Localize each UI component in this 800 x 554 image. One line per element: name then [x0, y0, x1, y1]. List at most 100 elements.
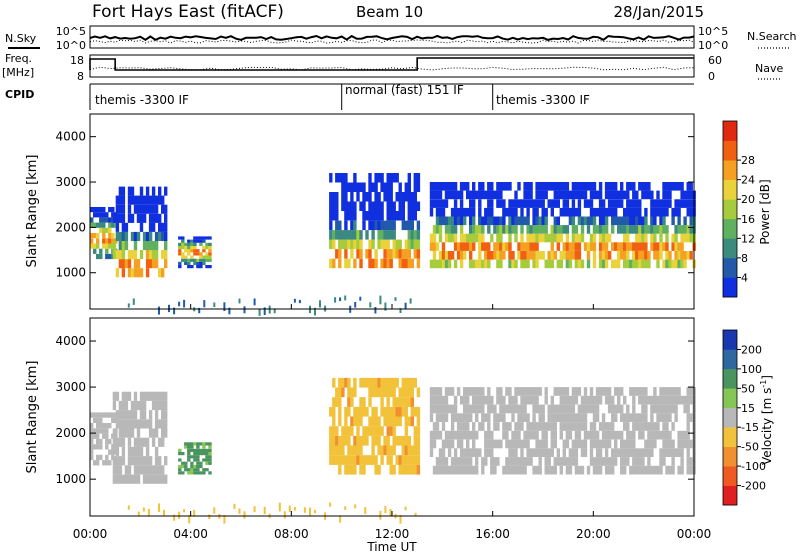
echo-cell: [565, 457, 570, 466]
colorbar-swatch: [723, 388, 737, 408]
echo-cell: [353, 211, 357, 221]
echo-cell: [344, 230, 348, 240]
echo-cell: [392, 211, 396, 221]
echo-cell: [99, 253, 103, 260]
echo-cell: [577, 233, 582, 243]
echo-cell: [538, 465, 542, 475]
echo-cell: [96, 238, 100, 244]
echo-cell: [626, 457, 630, 466]
echo-cell: [514, 190, 518, 200]
echo-cell: [202, 239, 206, 243]
echo-cell: [395, 397, 399, 407]
echo-cell: [335, 397, 339, 407]
echo-cell: [526, 242, 530, 251]
echo-cell: [398, 249, 402, 259]
echo-cell: [369, 302, 372, 308]
echo-cell: [677, 207, 681, 217]
echo-cell: [535, 207, 539, 217]
echo-cell: [133, 410, 138, 420]
echo-cell: [145, 259, 150, 269]
echo-cell: [105, 433, 109, 439]
echo-cell: [680, 233, 684, 243]
echo-cell: [335, 426, 339, 436]
echo-cell: [347, 445, 351, 456]
echo-cell: [99, 412, 103, 418]
echo-cell: [339, 515, 342, 523]
echo-cell: [130, 419, 135, 429]
echo-cell: [368, 258, 372, 269]
echo-cell: [344, 295, 347, 301]
echo-cell: [429, 199, 434, 208]
echo-cell: [550, 182, 554, 191]
echo-cell: [105, 212, 109, 218]
echo-cell: [263, 506, 266, 515]
echo-cell: [662, 242, 666, 251]
echo-cell: [142, 231, 147, 241]
echo-cell: [438, 465, 443, 475]
echo-cell: [193, 261, 197, 265]
echo-cell: [148, 474, 153, 484]
echo-cell: [341, 455, 345, 465]
echo-cell: [644, 439, 648, 449]
echo-cell: [208, 471, 212, 475]
echo-cell: [398, 387, 402, 398]
echo-cell: [96, 222, 100, 228]
echo-cell: [334, 297, 337, 303]
echo-cell: [680, 457, 684, 466]
echo-cell: [571, 439, 576, 449]
echo-cell: [130, 456, 135, 466]
echo-cell: [553, 387, 557, 396]
echo-cell: [190, 265, 194, 269]
echo-cell: [493, 225, 497, 234]
echo-cell: [435, 259, 440, 269]
echo-cell: [364, 507, 367, 515]
echo-cell: [650, 404, 654, 414]
echo-cell: [329, 173, 333, 183]
echo-cell: [659, 387, 663, 396]
echo-cell: [105, 454, 109, 461]
echo-cell: [438, 216, 443, 226]
echo-cell: [490, 251, 494, 260]
echo-cell: [444, 251, 449, 260]
echo-cell: [398, 211, 402, 221]
echo-cell: [665, 430, 669, 440]
echo-cell: [580, 216, 585, 226]
echo-cell: [441, 207, 446, 217]
echo-cell: [283, 511, 286, 519]
echo-cell: [601, 259, 606, 269]
echo-cell: [466, 395, 470, 405]
echo-cell: [547, 404, 551, 414]
echo-cell: [475, 413, 479, 422]
echo-cell: [496, 242, 500, 251]
echo-cell: [118, 456, 123, 466]
echo-cell: [118, 410, 123, 420]
freq-label: Freq.: [5, 52, 32, 65]
echo-cell: [335, 201, 339, 211]
echo-cell: [526, 387, 530, 396]
echo-cell: [562, 190, 566, 200]
echo-cell: [344, 377, 348, 388]
echo-cell: [469, 259, 473, 269]
echo-cell: [386, 406, 390, 417]
echo-cell: [389, 416, 393, 427]
echo-cell: [526, 182, 530, 191]
echo-cell: [653, 207, 657, 217]
echo-cell: [502, 395, 506, 405]
echo-cell: [472, 422, 476, 431]
echo-cell: [653, 465, 657, 475]
echo-cell: [589, 242, 594, 251]
colorbar-frame: [722, 120, 738, 298]
echo-cell: [472, 448, 476, 457]
echo-cell: [674, 448, 678, 457]
echo-cell: [487, 199, 491, 208]
echo-cell: [535, 465, 539, 475]
echo-cell: [583, 448, 588, 457]
echo-cell: [571, 207, 576, 217]
echo-cell: [571, 395, 576, 405]
echo-cell: [151, 437, 156, 447]
echo-cell: [205, 468, 209, 472]
freq-panel: Freq. [MHz] 18 8 60 0 Nave: [2, 52, 783, 83]
echo-cell: [329, 258, 333, 269]
echo-cell: [196, 258, 200, 262]
echo-cell: [647, 259, 651, 269]
